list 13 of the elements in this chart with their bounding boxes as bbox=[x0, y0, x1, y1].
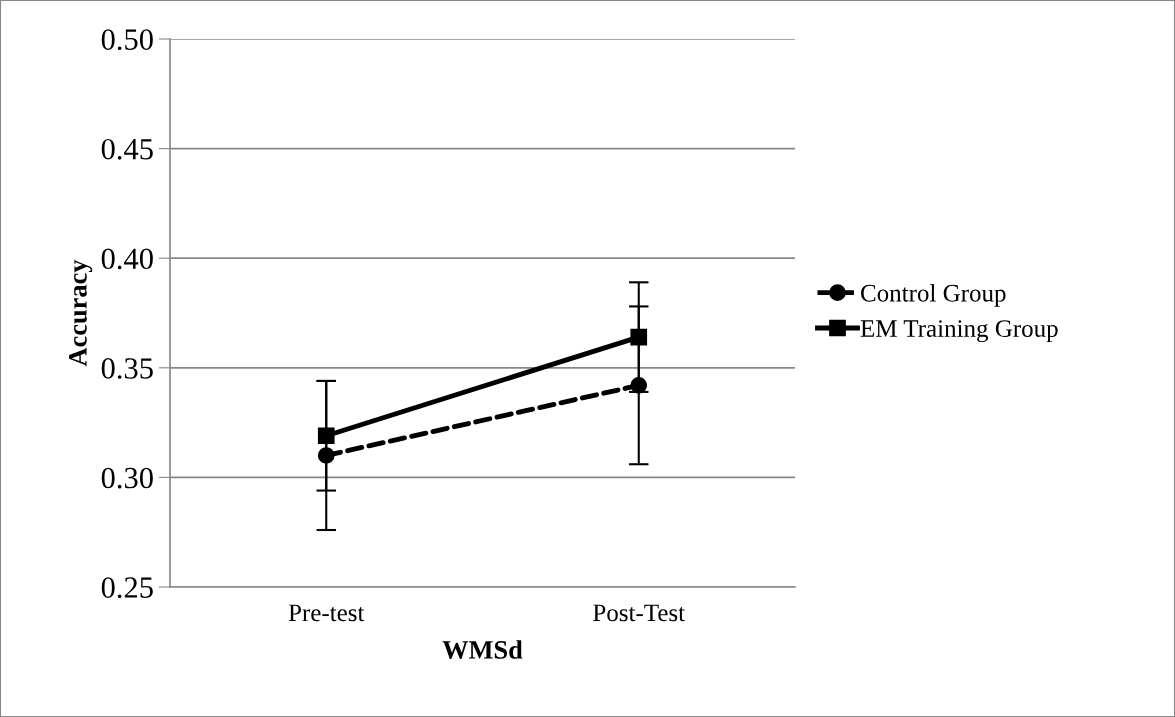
x-tick-label: Post-Test bbox=[593, 604, 685, 622]
legend-label: Control Group bbox=[861, 284, 1006, 307]
legend-label: EM Training Group bbox=[860, 320, 1058, 343]
x-axis-title: WMSd bbox=[442, 640, 523, 659]
x-tick-label: Pre-test bbox=[288, 604, 365, 622]
y-tick-label: 0.30 bbox=[101, 467, 153, 489]
y-tick-label: 0.45 bbox=[101, 138, 153, 160]
point bbox=[317, 427, 335, 445]
y-axis-title: Accuracy bbox=[69, 259, 93, 367]
y-tick-label: 0.25 bbox=[101, 577, 153, 599]
y-tick-label: 0.50 bbox=[101, 29, 153, 51]
y-tick-label: 0.40 bbox=[101, 248, 153, 270]
y-tick-label: 0.35 bbox=[101, 358, 153, 379]
